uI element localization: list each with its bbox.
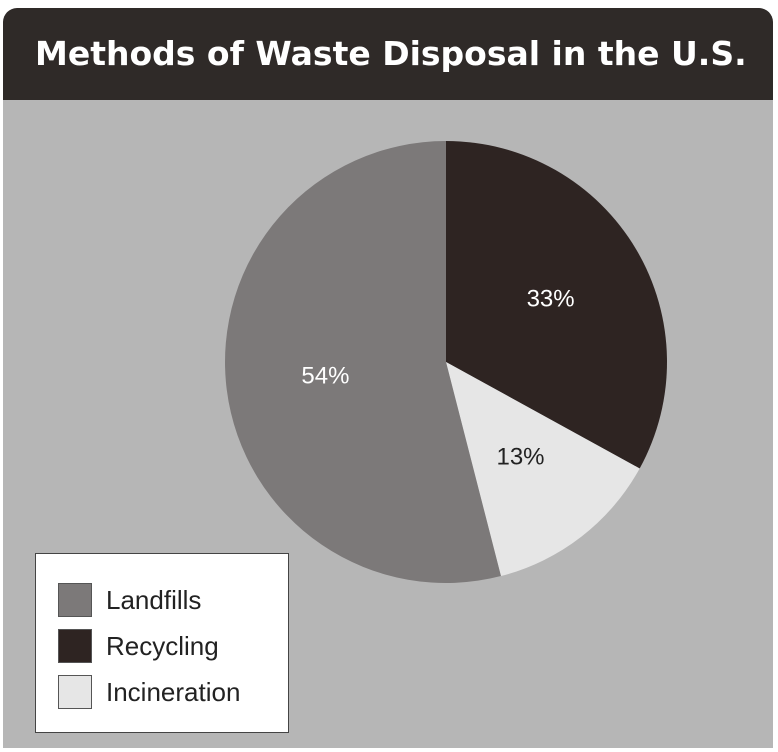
pie-slice-landfills [225,141,501,583]
pie-chart: 33% 13% 54% [225,141,667,583]
legend-swatch-landfills [58,583,92,617]
legend: Landfills Recycling Incineration [35,553,289,733]
legend-item-recycling: Recycling [58,627,219,665]
data-label-landfills: 54% [301,363,349,390]
legend-swatch-recycling [58,629,92,663]
legend-item-landfills: Landfills [58,581,201,619]
data-label-recycling: 33% [527,285,575,312]
data-label-incineration: 13% [496,443,544,470]
chart-figure: Methods of Waste Disposal in the U.S. 33… [3,8,773,748]
title-bar: Methods of Waste Disposal in the U.S. [3,8,773,100]
pie-slice-recycling [446,141,667,469]
legend-label: Recycling [106,630,219,661]
legend-swatch-incineration [58,675,92,709]
legend-label: Incineration [106,676,241,707]
pie-slice-incineration [446,362,640,577]
legend-label: Landfills [106,584,202,615]
chart-title: Methods of Waste Disposal in the U.S. [35,34,747,73]
legend-item-incineration: Incineration [58,673,240,711]
